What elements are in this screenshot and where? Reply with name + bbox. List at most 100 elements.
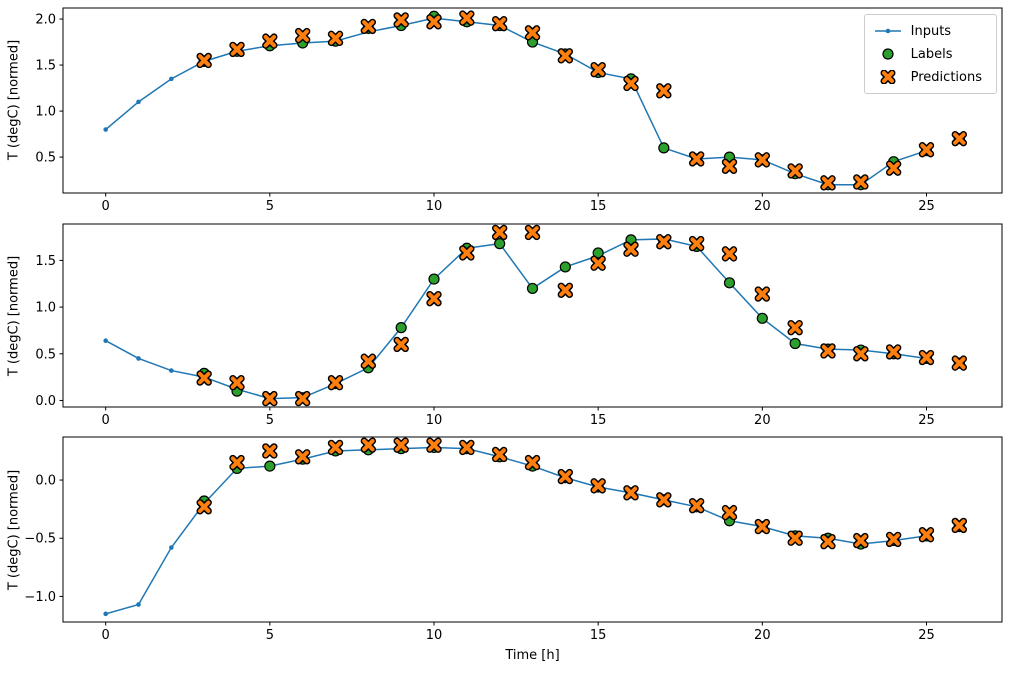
predictions-marker bbox=[853, 174, 869, 190]
predictions-marker bbox=[229, 375, 245, 391]
predictions-marker bbox=[820, 175, 836, 191]
predictions-marker bbox=[590, 478, 606, 494]
y-tick-label: 1.0 bbox=[35, 105, 56, 120]
y-tick-label: 0.0 bbox=[35, 394, 56, 409]
labels-marker bbox=[264, 460, 276, 472]
predictions-marker bbox=[951, 355, 968, 371]
axes-frame bbox=[62, 436, 1003, 623]
predictions-marker bbox=[360, 18, 377, 35]
x-tick-label: 0 bbox=[102, 628, 110, 643]
labels-marker bbox=[559, 261, 571, 273]
inputs-marker bbox=[169, 545, 174, 550]
inputs-line bbox=[105, 238, 927, 400]
predictions-marker bbox=[262, 33, 278, 49]
predictions-marker bbox=[557, 282, 574, 298]
predictions-marker bbox=[853, 346, 869, 362]
inputs-marker bbox=[136, 99, 141, 105]
predictions-marker bbox=[491, 15, 508, 32]
legend-label-predictions: Predictions bbox=[910, 69, 982, 85]
labels-marker bbox=[789, 337, 801, 350]
x-tick-label: 5 bbox=[266, 628, 274, 643]
predictions-marker bbox=[754, 518, 771, 535]
predictions-marker bbox=[393, 336, 409, 353]
labels-marker bbox=[723, 277, 736, 289]
predictions-marker bbox=[327, 30, 344, 47]
legend: Inputs Labels Predictions bbox=[863, 14, 997, 94]
predictions-marker bbox=[918, 349, 935, 366]
x-tick-label: 20 bbox=[754, 413, 771, 428]
predictions-marker bbox=[623, 241, 639, 257]
inputs-marker bbox=[136, 356, 141, 361]
y-tick-label: 1.5 bbox=[35, 254, 56, 269]
predictions-marker bbox=[918, 142, 935, 158]
predictions-marker bbox=[196, 52, 212, 69]
predictions-marker bbox=[262, 390, 278, 407]
predictions-marker bbox=[294, 27, 311, 44]
predictions-marker bbox=[656, 492, 672, 508]
subplot-3: 0 5 10 15 20 25 −1.0 −0.5 0.0 bbox=[24, 436, 1003, 643]
predictions-marker bbox=[688, 497, 705, 514]
predictions-marker bbox=[590, 61, 606, 78]
predictions-marker bbox=[294, 390, 311, 407]
predictions-marker bbox=[885, 531, 902, 548]
predictions-marker bbox=[951, 517, 968, 534]
predictions-marker bbox=[426, 437, 442, 453]
inputs-line bbox=[105, 17, 927, 186]
predictions-marker bbox=[229, 41, 245, 58]
x-tick-label: 25 bbox=[918, 628, 935, 643]
predictions-marker bbox=[820, 534, 836, 550]
predictions-marker bbox=[327, 439, 344, 456]
inputs-line-icon bbox=[874, 28, 901, 34]
predictions-marker bbox=[623, 485, 639, 501]
labels-marker bbox=[428, 273, 440, 285]
y-axis-label-subplot-2: T (degC) [normed] bbox=[6, 255, 22, 377]
predictions-marker bbox=[688, 235, 705, 252]
x-tick-label: 5 bbox=[266, 413, 274, 428]
predictions-marker bbox=[557, 468, 574, 485]
legend-label-labels: Labels bbox=[910, 46, 953, 62]
predictions-marker bbox=[885, 160, 902, 176]
x-tick-label: 25 bbox=[918, 199, 935, 214]
y-tick-label: 0.5 bbox=[35, 151, 56, 166]
predictions-marker bbox=[294, 449, 311, 465]
predictions-marker bbox=[262, 443, 278, 459]
legend-item-predictions: Predictions bbox=[874, 68, 982, 86]
x-tick-label: 5 bbox=[266, 199, 274, 214]
predictions-marker bbox=[426, 290, 442, 307]
labels-marker bbox=[658, 142, 670, 154]
x-tick-label: 20 bbox=[754, 628, 771, 643]
legend-item-inputs: Inputs bbox=[874, 22, 982, 40]
predictions-marker bbox=[524, 25, 541, 41]
labels-marker bbox=[526, 282, 539, 295]
y-tick-label: 0.5 bbox=[35, 347, 56, 362]
inputs-marker bbox=[103, 611, 108, 617]
y-axis-label-subplot-1: T (degC) [normed] bbox=[6, 39, 22, 161]
predictions-marker bbox=[524, 224, 541, 241]
axes-frame bbox=[62, 7, 1003, 194]
inputs-marker bbox=[103, 338, 108, 344]
inputs-marker bbox=[169, 368, 174, 373]
predictions-marker bbox=[623, 75, 639, 92]
y-tick-label: 1.0 bbox=[35, 301, 56, 316]
inputs-marker bbox=[169, 76, 174, 82]
labels-marker bbox=[494, 238, 506, 250]
predictions-marker bbox=[656, 83, 672, 99]
x-tick-label: 0 bbox=[102, 413, 110, 428]
predictions-marker bbox=[459, 245, 475, 261]
legend-item-labels: Labels bbox=[874, 45, 982, 63]
predictions-marker bbox=[721, 158, 738, 175]
x-tick-label: 10 bbox=[426, 628, 443, 643]
x-axis-label: Time [h] bbox=[505, 648, 560, 663]
y-tick-label: −0.5 bbox=[24, 532, 56, 547]
predictions-marker bbox=[853, 532, 869, 549]
predictions-x-icon bbox=[880, 70, 896, 84]
predictions-marker bbox=[393, 12, 409, 28]
legend-label-inputs: Inputs bbox=[910, 23, 952, 39]
predictions-marker bbox=[590, 255, 606, 271]
predictions-marker bbox=[360, 353, 377, 369]
labels-circle-icon bbox=[882, 48, 894, 60]
predictions-marker bbox=[918, 527, 935, 543]
predictions-marker bbox=[820, 343, 836, 359]
predictions-marker bbox=[459, 10, 475, 26]
